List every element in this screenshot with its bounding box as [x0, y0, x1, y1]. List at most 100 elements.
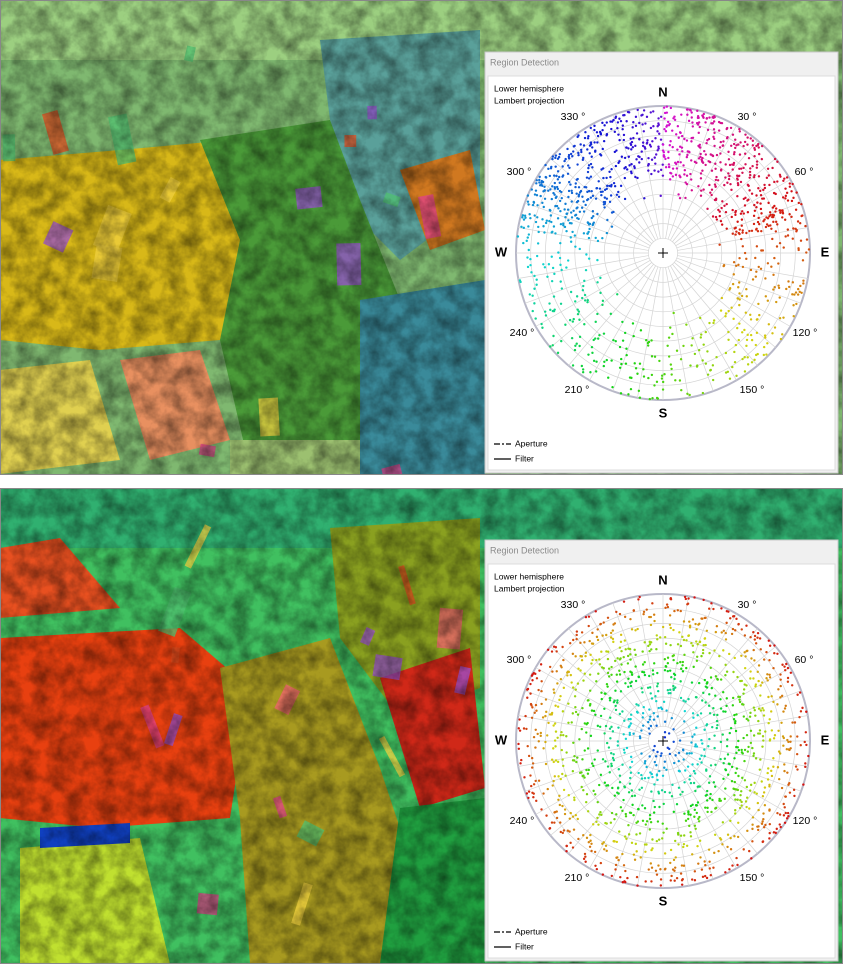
pole-dot [668, 752, 672, 756]
pole-dot [696, 109, 699, 113]
panel-title: Region Detection [490, 545, 559, 555]
pole-dot [534, 779, 537, 783]
net-spoke [637, 596, 661, 727]
pole-dot [615, 840, 619, 844]
pole-dot [774, 210, 777, 213]
pole-dot [542, 190, 545, 193]
pole-dot [691, 853, 694, 856]
pole-dot [646, 344, 650, 347]
pole-dot [570, 216, 574, 219]
pole-dot [766, 299, 770, 302]
angle-label: 240 ° [510, 327, 535, 339]
pole-dot [716, 723, 719, 727]
pole-dot [568, 318, 572, 322]
pole-dot [700, 868, 704, 871]
angle-label: 330 ° [561, 599, 586, 611]
pole-dot [786, 234, 790, 237]
pole-dot [653, 805, 657, 809]
pole-dot [701, 742, 704, 745]
pole-dot [682, 620, 686, 623]
pole-dot [604, 760, 607, 763]
pole-dot [790, 684, 794, 687]
net-spoke [675, 179, 791, 246]
pole-dot [663, 731, 667, 734]
pole-dot [648, 755, 651, 758]
pole-dot [552, 334, 555, 338]
pole-dot [738, 232, 741, 236]
pole-dot [724, 710, 727, 713]
pole-dot [577, 837, 580, 841]
pole-dot [751, 746, 754, 750]
pole-dot [715, 175, 718, 179]
pole-dot [538, 178, 541, 182]
pole-dot [552, 688, 555, 691]
pole-dot [589, 653, 592, 657]
pole-dot [773, 644, 776, 647]
pole-dot [551, 266, 555, 270]
pole-dot [718, 146, 722, 149]
pole-dot [784, 187, 787, 190]
pole-dot [743, 140, 747, 144]
pole-dot [613, 699, 616, 702]
pole-dot [726, 753, 730, 756]
pole-dot [661, 143, 665, 146]
pole-dot [589, 196, 593, 199]
pole-dot [738, 281, 741, 284]
pole-dot [682, 864, 686, 867]
pole-dot [743, 666, 747, 670]
pole-dot [703, 754, 706, 758]
pole-dot [749, 711, 752, 715]
pole-dot [678, 174, 681, 177]
net-spoke [672, 752, 758, 854]
pole-dot [518, 729, 522, 732]
pole-dot [643, 777, 647, 780]
pole-dot [706, 681, 709, 684]
pole-dot [771, 332, 774, 335]
pole-dot [557, 775, 560, 778]
pole-dot [599, 622, 603, 626]
pole-dot [743, 251, 747, 255]
pole-dot [805, 743, 808, 747]
pole-dot [597, 672, 600, 675]
pole-dot [595, 635, 599, 639]
pole-dot [693, 352, 697, 356]
pole-dot [772, 288, 775, 291]
pole-dot [672, 728, 675, 731]
pole-dot [560, 196, 563, 200]
pole-dot [738, 298, 741, 301]
pole-dot [700, 333, 703, 336]
pole-dot [691, 618, 695, 621]
pole-dot [804, 765, 807, 769]
pole-dot [652, 110, 655, 113]
pole-dot [695, 726, 698, 729]
pole-dot [693, 870, 697, 873]
net-spoke [535, 260, 651, 327]
pole-dot [580, 785, 583, 789]
pole-dot [554, 730, 558, 733]
pole-dot [755, 166, 759, 169]
pole-dot [687, 119, 691, 123]
pole-dot [650, 697, 654, 700]
direction-label: E [821, 244, 830, 259]
pole-dot [628, 782, 632, 785]
pole-dot [622, 114, 625, 117]
pole-dot [669, 879, 672, 882]
pole-dot [534, 220, 538, 224]
pole-dot [728, 762, 731, 766]
pole-dot [627, 147, 630, 150]
pole-dot [762, 220, 765, 223]
pole-dot [765, 353, 768, 356]
pole-dot [705, 769, 708, 772]
pole-dot [677, 769, 681, 773]
pole-dot [551, 157, 554, 161]
pole-dot [588, 673, 592, 676]
pole-dot [748, 173, 752, 177]
pole-dot [535, 799, 538, 803]
pole-dot [730, 632, 734, 636]
pole-dot [751, 139, 755, 142]
pole-dot [598, 813, 601, 816]
pole-dot [776, 703, 779, 706]
pole-dot [760, 212, 763, 215]
pole-dot [652, 673, 655, 676]
pole-dot [666, 662, 670, 665]
